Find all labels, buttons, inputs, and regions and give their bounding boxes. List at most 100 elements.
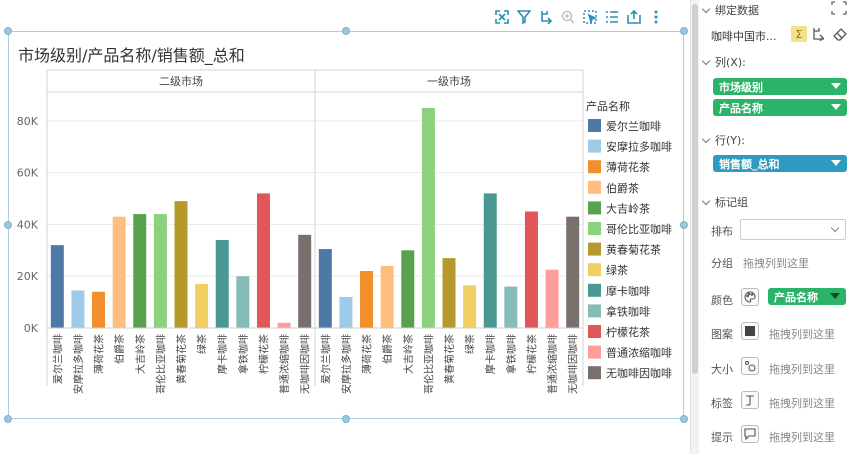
pattern-drop-zone[interactable]: 拖拽列到这里 — [769, 328, 835, 341]
x-tick-label: 柠檬花茶 — [257, 334, 270, 374]
x-tick-label: 伯爵茶 — [381, 334, 394, 364]
x-tick-label: 黄春菊花茶 — [175, 334, 188, 384]
legend-item: 无咖啡因咖啡 — [606, 366, 672, 380]
y-tick-label: 0K — [24, 322, 39, 335]
layout-select[interactable] — [740, 219, 846, 240]
resize-handle-bottom-right[interactable] — [680, 415, 688, 423]
bar — [401, 250, 415, 328]
resize-handle-right[interactable] — [680, 221, 688, 229]
color-label: 颜色 — [711, 294, 733, 307]
fullscreen-icon[interactable] — [494, 9, 510, 25]
y-tick-label: 40K — [17, 218, 39, 231]
bar — [174, 201, 188, 328]
row-field-sales-sum[interactable]: 销售额_总和 — [713, 155, 847, 172]
palette-icon[interactable] — [741, 288, 759, 306]
y-tick-label: 20K — [17, 270, 39, 283]
legend-swatch — [588, 201, 601, 215]
export-icon[interactable] — [626, 9, 642, 25]
bar — [380, 265, 394, 328]
resize-handle-bottom-left[interactable] — [4, 415, 12, 423]
tooltip-icon[interactable] — [741, 425, 759, 443]
resize-handle-top[interactable] — [342, 27, 350, 35]
bar — [504, 286, 518, 328]
resize-handle-top-left[interactable] — [4, 27, 12, 35]
bar — [298, 234, 312, 328]
color-field-product-name[interactable]: 产品名称 — [768, 288, 846, 305]
y-tick-label: 60K — [17, 167, 39, 180]
x-tick-label: 大吉岭茶 — [134, 334, 147, 374]
list-icon[interactable] — [604, 9, 620, 25]
swap-icon[interactable] — [812, 27, 826, 44]
panel-header[interactable]: 绑定数据 — [701, 2, 759, 18]
facet-label: 一级市场 — [427, 74, 471, 88]
layout-label: 排布 — [711, 225, 733, 238]
legend-item: 普通浓缩咖啡 — [606, 346, 672, 360]
filter-icon[interactable] — [516, 9, 532, 25]
x-tick-label: 绿茶 — [464, 334, 477, 354]
x-tick-label: 拿铁咖啡 — [237, 334, 250, 374]
bar — [339, 296, 353, 328]
x-tick-label: 爱尔兰咖啡 — [51, 334, 64, 384]
x-tick-label: 摩卡咖啡 — [216, 334, 229, 374]
x-tick-label: 无咖啡因咖啡 — [568, 334, 580, 394]
x-tick-label: 摩卡咖啡 — [484, 334, 497, 374]
bar — [236, 276, 250, 328]
size-drop-zone[interactable]: 拖拽列到这里 — [769, 363, 835, 376]
legend-swatch — [588, 242, 601, 256]
legend-swatch — [588, 283, 601, 297]
column-field-market-level[interactable]: 市场级别 — [713, 78, 847, 95]
x-tick-label: 黄春菊花茶 — [443, 334, 456, 384]
y-tick-label: 80K — [17, 115, 39, 128]
bar — [442, 258, 456, 328]
marks-section[interactable]: 标记组 — [701, 194, 748, 210]
pattern-icon[interactable] — [741, 322, 759, 340]
pattern-label: 图案 — [711, 328, 733, 341]
eraser-icon[interactable] — [833, 27, 847, 44]
legend-item: 摩卡咖啡 — [606, 284, 650, 298]
bar — [483, 193, 497, 328]
select-icon[interactable] — [582, 9, 598, 25]
bar — [195, 283, 209, 328]
x-tick-label: 无咖啡因咖啡 — [300, 334, 312, 394]
resize-handle-top-right[interactable] — [680, 27, 688, 35]
column-field-product-name[interactable]: 产品名称 — [713, 99, 847, 116]
rows-section[interactable]: 行(Y): — [701, 132, 745, 148]
tag-label: 标签 — [711, 397, 733, 410]
legend-swatch — [588, 325, 601, 338]
tag-icon[interactable] — [741, 391, 759, 409]
drill-icon[interactable] — [538, 9, 554, 25]
sum-icon[interactable]: Σ — [791, 26, 807, 42]
bar — [133, 214, 147, 328]
legend-swatch — [588, 345, 601, 359]
bar — [360, 271, 374, 328]
legend-item: 伯爵茶 — [606, 181, 639, 195]
bar — [318, 249, 332, 328]
size-icon[interactable] — [741, 357, 759, 375]
zoom-icon[interactable] — [560, 9, 576, 25]
resize-handle-bottom[interactable] — [342, 415, 350, 423]
x-tick-label: 伯爵茶 — [113, 334, 126, 364]
columns-section[interactable]: 列(X): — [701, 54, 746, 70]
x-tick-label: 普通浓缩咖啡 — [278, 334, 291, 394]
group-drop-zone[interactable]: 拖拽列到这里 — [743, 257, 809, 270]
legend-item: 薄荷花茶 — [606, 160, 650, 174]
report-canvas: 市场级别/产品名称/销售额_总和 0K 20K 40K 60K 80K 二级市场 爱尔兰咖啡… — [4, 9, 688, 423]
more-icon[interactable] — [648, 9, 664, 25]
legend-item: 大吉岭茶 — [606, 201, 650, 215]
legend-item: 爱尔兰咖啡 — [606, 119, 661, 133]
legend-swatch — [588, 366, 601, 380]
legend-item: 绿茶 — [606, 263, 628, 277]
collapse-icon[interactable] — [831, 1, 847, 18]
legend-title: 产品名称 — [586, 99, 630, 113]
resize-handle-left[interactable] — [4, 221, 12, 229]
x-tick-label: 薄荷花茶 — [361, 334, 374, 374]
bar — [277, 322, 291, 328]
chart-title: 市场级别/产品名称/销售额_总和 — [18, 46, 245, 65]
bar — [215, 239, 229, 328]
tooltip-drop-zone[interactable]: 拖拽列到这里 — [769, 431, 835, 444]
tag-drop-zone[interactable]: 拖拽列到这里 — [769, 397, 835, 410]
legend-swatch — [588, 263, 601, 277]
panel-scrollbar[interactable] — [691, 0, 699, 454]
dataset-name[interactable]: 咖啡中国市... — [711, 30, 777, 43]
